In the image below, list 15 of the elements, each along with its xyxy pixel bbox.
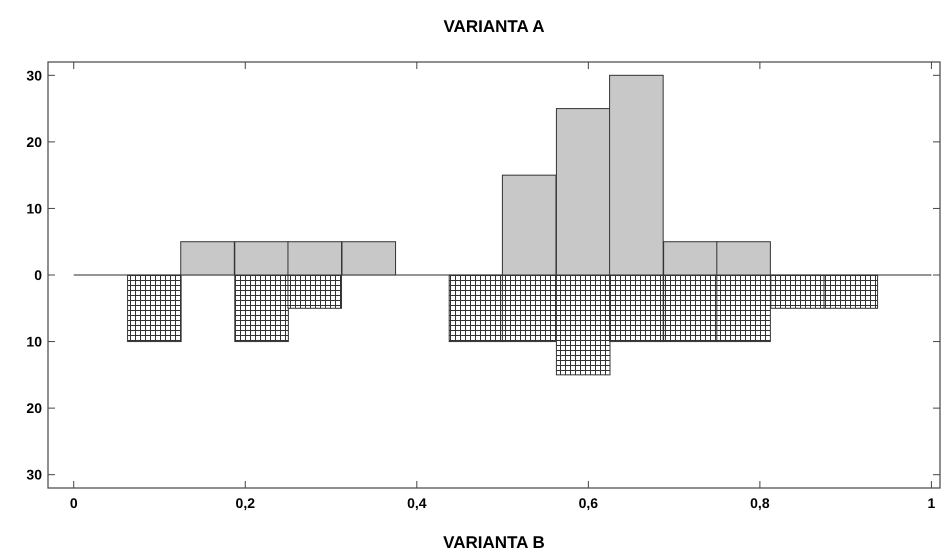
y-tick-label: 30 [26, 466, 42, 483]
y-tick-label: 10 [26, 200, 42, 216]
y-tick-label: 20 [26, 400, 42, 416]
y-tick-label: 20 [26, 134, 42, 150]
x-tick-label: 1 [928, 495, 936, 511]
chart-title: VARIANTA A [443, 17, 545, 36]
x-tick-label: 0,6 [578, 495, 598, 511]
y-tick-label: 0 [34, 267, 42, 283]
x-tick-label: 0,2 [236, 495, 256, 511]
y-tick-label: 30 [26, 67, 42, 84]
x-tick-label: 0,4 [407, 495, 427, 511]
x-tick-label: 0 [70, 495, 78, 511]
x-tick-label: 0,8 [750, 495, 770, 511]
x-axis-title: VARIANTA B [443, 533, 545, 552]
y-tick-label: 10 [26, 334, 42, 350]
